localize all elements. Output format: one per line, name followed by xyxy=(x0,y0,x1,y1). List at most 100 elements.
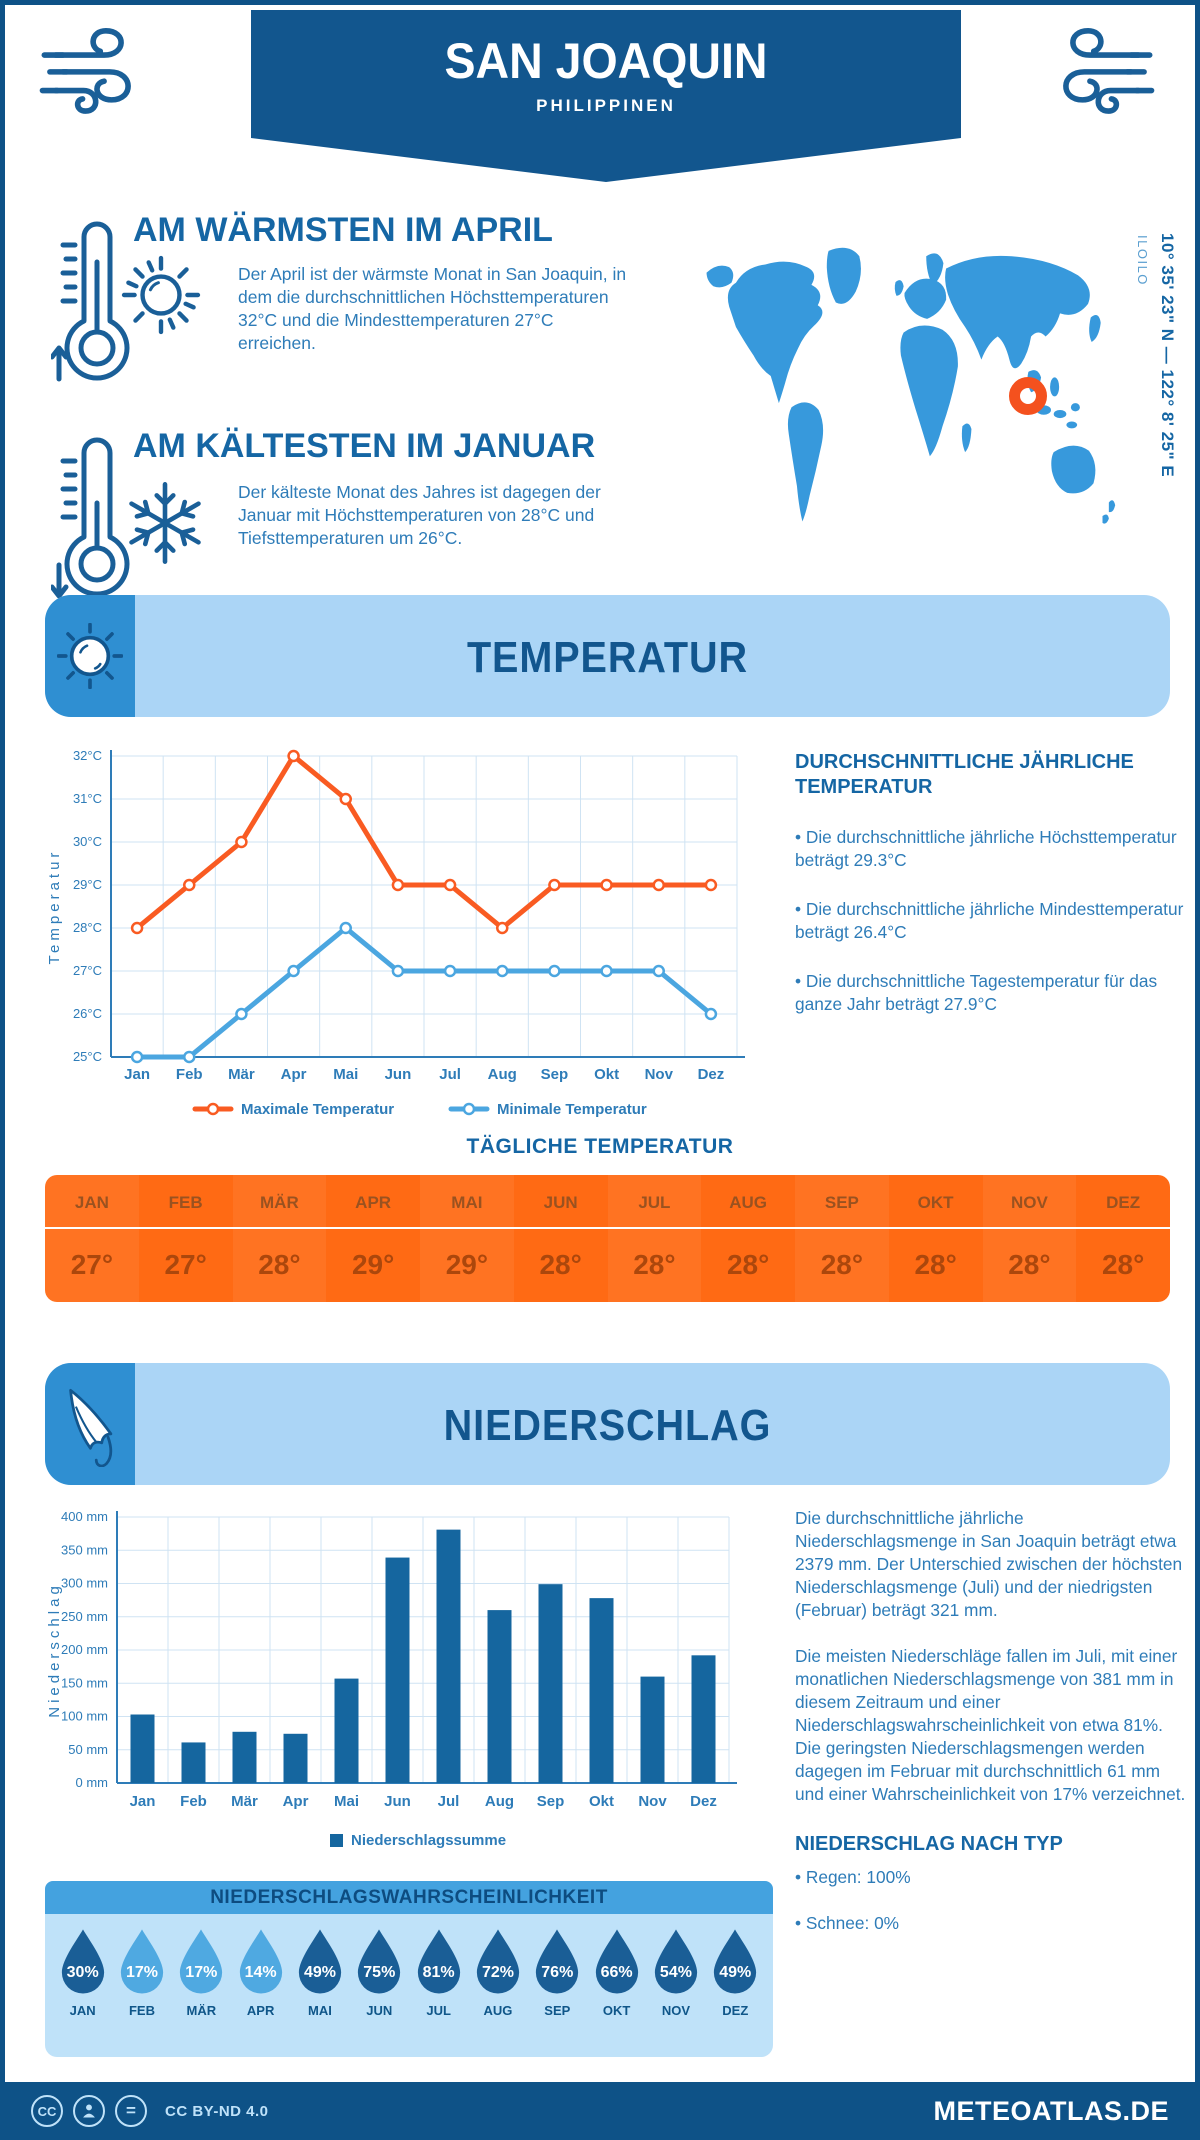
water-drop-icon xyxy=(120,1929,164,1994)
svg-text:Mai: Mai xyxy=(334,1793,359,1810)
daily-temperature-cell: DEZ 28° xyxy=(1076,1175,1170,1302)
month-label: JUN xyxy=(366,2003,393,2018)
daily-temperature-cell: JUL 28° xyxy=(607,1175,702,1302)
probability-value: 72% xyxy=(481,1964,514,1981)
svg-text:Mai: Mai xyxy=(333,1066,358,1083)
temperature-value: 28° xyxy=(1008,1249,1051,1280)
precipitation-paragraph: Die durchschnittliche jährliche Niedersc… xyxy=(795,1508,1183,1620)
precipitation-section-banner: NIEDERSCHLAG xyxy=(45,1363,1170,1485)
svg-text:100 mm: 100 mm xyxy=(61,1709,108,1724)
water-drop-icon xyxy=(714,1929,757,1994)
svg-text:26°C: 26°C xyxy=(73,1006,102,1021)
temperature-bullet: • Die durchschnittliche Tagestemperatur … xyxy=(795,971,1158,1014)
probability-drop: 75% JUN xyxy=(350,1924,409,2057)
probability-heading: NIEDERSCHLAGSWAHRSCHEINLICHKEIT xyxy=(45,1881,773,1914)
svg-text:25°C: 25°C xyxy=(73,1049,102,1064)
temperature-value: 28° xyxy=(258,1249,301,1280)
svg-text:150 mm: 150 mm xyxy=(61,1675,108,1690)
svg-text:Minimale Temperatur: Minimale Temperatur xyxy=(497,1101,647,1118)
title-banner: SAN JOAQUIN PHILIPPINEN xyxy=(251,10,961,138)
svg-text:250 mm: 250 mm xyxy=(61,1609,108,1624)
month-label: FEB xyxy=(138,1175,233,1229)
precipitation-paragraph: Die meisten Niederschläge fallen im Juli… xyxy=(795,1646,1186,1804)
equals-icon: = xyxy=(115,2095,147,2127)
world-map xyxy=(706,247,1116,524)
svg-text:350 mm: 350 mm xyxy=(61,1542,108,1557)
daily-temperature-cell: NOV 28° xyxy=(982,1175,1077,1302)
svg-text:Dez: Dez xyxy=(698,1066,725,1083)
svg-text:Jan: Jan xyxy=(130,1793,156,1810)
month-label: OKT xyxy=(602,2003,631,2018)
svg-text:0 mm: 0 mm xyxy=(76,1775,109,1790)
svg-text:Jun: Jun xyxy=(385,1066,412,1083)
precipitation-type-bullet: • Regen: 100% xyxy=(795,1867,911,1887)
temperature-value: 28° xyxy=(726,1249,770,1280)
daily-temperature-cell: FEB 27° xyxy=(138,1175,233,1302)
probability-drop: 17% MÄR xyxy=(172,1924,231,2057)
temperature-line-chart: 25°C 26°C 27°C 28°C 29°C 30°C 31°C 32°C Jan Feb Mä… xyxy=(46,748,745,1118)
cc-icon: CC xyxy=(31,2095,63,2127)
page-subtitle: PHILIPPINEN xyxy=(536,96,676,115)
svg-text:Okt: Okt xyxy=(589,1793,614,1810)
warmest-heading: AM WÄRMSTEN IM APRIL xyxy=(133,211,553,249)
svg-text:Niederschlagssumme: Niederschlagssumme xyxy=(351,1832,506,1849)
probability-value: 17% xyxy=(125,1964,158,1981)
daily-temperature-cell: JAN 27° xyxy=(45,1175,139,1302)
svg-text:Aug: Aug xyxy=(488,1066,517,1083)
svg-text:Apr: Apr xyxy=(281,1066,307,1083)
temperature-value: 28° xyxy=(820,1249,864,1280)
precipitation-banner-tab xyxy=(45,1363,135,1485)
month-label: MÄR xyxy=(232,1175,327,1229)
svg-text:200 mm: 200 mm xyxy=(61,1642,108,1657)
month-label: AUG xyxy=(483,2003,513,2018)
svg-text:31°C: 31°C xyxy=(73,791,102,806)
precipitation-bar-chart: 0 mm 50 mm 100 mm 150 mm 200 mm 250 mm 300 mm 3… xyxy=(46,1509,737,1849)
probability-drop: 30% JAN xyxy=(53,1924,112,2057)
temperature-value: 28° xyxy=(914,1249,957,1280)
probability-drop: 54% NOV xyxy=(646,1924,705,2057)
daily-temperature-cell: MAI 29° xyxy=(420,1175,514,1302)
location-marker xyxy=(1009,377,1047,415)
svg-text:400 mm: 400 mm xyxy=(61,1509,108,1524)
location-coordinates: 10° 35' 23" N — 122° 8' 25" E xyxy=(1158,233,1177,478)
svg-text:Feb: Feb xyxy=(180,1793,207,1810)
month-label: JAN xyxy=(69,2003,96,2018)
svg-text:32°C: 32°C xyxy=(73,748,102,763)
month-label: APR xyxy=(246,2003,275,2018)
water-drop-icon xyxy=(536,1929,579,1994)
daily-temperature-cell: APR 29° xyxy=(326,1175,420,1302)
daily-temperature-cell: OKT 28° xyxy=(888,1175,983,1302)
month-label: NOV xyxy=(982,1175,1077,1229)
umbrella-icon xyxy=(69,1388,113,1467)
probability-value: 49% xyxy=(303,1964,336,1981)
month-label: DEZ xyxy=(1076,1175,1170,1229)
temperature-value: 29° xyxy=(351,1249,395,1280)
svg-text:Feb: Feb xyxy=(176,1066,203,1083)
month-label: MAI xyxy=(420,1175,514,1229)
probability-drop: 14% APR xyxy=(231,1924,290,2057)
precipitation-type-heading: NIEDERSCHLAG NACH TYP xyxy=(795,1833,1063,1855)
probability-panel: 30% JAN 17% FEB 17% xyxy=(45,1914,773,2057)
water-drop-icon xyxy=(476,1929,520,1994)
month-label: FEB xyxy=(128,2003,155,2018)
coldest-text: Der kälteste Monat des Jahres ist dagege… xyxy=(238,482,601,549)
probability-value: 54% xyxy=(659,1964,692,1981)
water-drop-icon xyxy=(239,1929,282,1994)
wind-icon xyxy=(39,27,131,114)
svg-text:Mär: Mär xyxy=(228,1066,255,1083)
location-region: ILOILO xyxy=(1135,235,1150,286)
probability-value: 49% xyxy=(719,1964,752,1981)
svg-text:27°C: 27°C xyxy=(73,963,102,978)
coldest-heading: AM KÄLTESTEN IM JANUAR xyxy=(133,427,596,465)
svg-text:Mär: Mär xyxy=(231,1793,258,1810)
svg-text:Jun: Jun xyxy=(384,1793,411,1810)
probability-value: 30% xyxy=(66,1964,99,1981)
temperature-aside: DURCHSCHNITTLICHE JÄHRLICHE TEMPERATUR •… xyxy=(795,750,1187,1016)
svg-text:Sep: Sep xyxy=(541,1066,569,1083)
svg-text:Okt: Okt xyxy=(594,1066,619,1083)
temperature-value: 29° xyxy=(445,1249,489,1280)
water-drop-icon xyxy=(61,1929,104,1994)
thermometer-down-icon xyxy=(51,437,130,599)
month-label: SEP xyxy=(544,2003,571,2018)
